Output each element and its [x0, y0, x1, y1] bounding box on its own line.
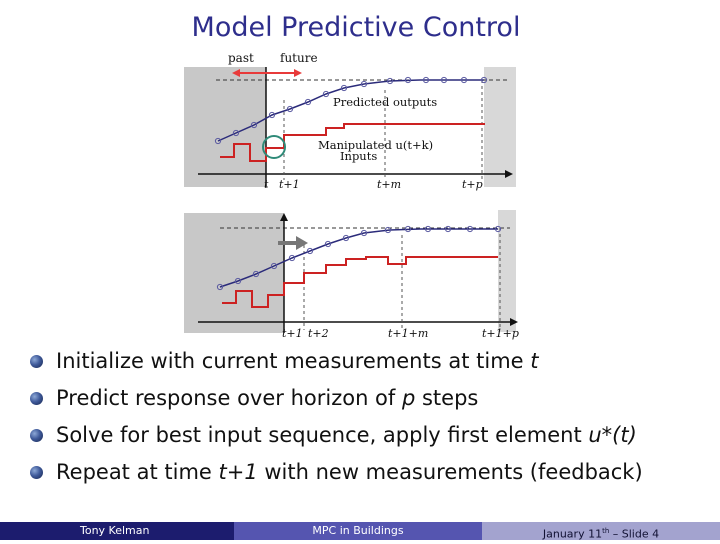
top-panel: past future Predicted outputs Manipulate… [184, 51, 516, 191]
future-arrow-head [294, 69, 302, 77]
bottom-horizon-shade [498, 210, 516, 332]
bottom-panel: t+1 t+2 t+1+m t+1+p [184, 210, 519, 340]
bullet-text-post: with new measurements (feedback) [257, 460, 643, 484]
footer-talk-title: MPC in Buildings [234, 522, 482, 540]
bullet-list: Initialize with current measurements at … [30, 343, 643, 491]
past-arrow-head [232, 69, 240, 77]
bottom-tick-label-tm: t+1+m [388, 327, 428, 340]
predicted-outputs-label: Predicted outputs [333, 95, 437, 109]
bullet-text-post: steps [415, 386, 479, 410]
bullet-emphasis: t [530, 349, 539, 373]
bottom-input-staircase [222, 256, 498, 308]
bullet-emphasis: t+1 [218, 460, 258, 484]
top-output-markers [214, 76, 488, 145]
top-time-axis-arrow [505, 170, 513, 178]
bottom-time-axis-arrow [510, 318, 518, 326]
top-tick-label-t1: t+1 [279, 178, 300, 191]
bullet-dot-icon [30, 355, 43, 368]
footer-date: January 11 [542, 527, 603, 541]
bottom-tick-label-t1: t+1 [282, 327, 303, 340]
shift-arrow-head [296, 236, 308, 250]
bullet-item: Initialize with current measurements at … [30, 343, 643, 380]
bullet-dot-icon [30, 466, 43, 479]
bullet-item: Solve for best input sequence, apply fir… [30, 417, 643, 454]
bullet-text: Predict response over horizon of [56, 386, 402, 410]
bottom-now-line-arrow [280, 213, 288, 221]
first-move-highlight [262, 135, 286, 159]
bullet-item: Predict response over horizon of p steps [30, 380, 643, 417]
manipulated-inputs-label-2: Inputs [340, 149, 377, 163]
footer-date-suffix: th [602, 527, 610, 535]
bottom-past-shade [184, 213, 284, 333]
top-tick-label-t: t [264, 178, 269, 191]
top-tick-label-tp: t+p [462, 178, 483, 191]
past-label: past [228, 51, 254, 65]
manipulated-inputs-label-1: Manipulated u(t+k) [318, 138, 433, 152]
slide-title: Model Predictive Control [191, 12, 521, 43]
bottom-tick-label-t2: t+2 [308, 327, 329, 340]
bullet-text: Solve for best input sequence, apply fir… [56, 423, 589, 447]
mpc-figure: past future Predicted outputs Manipulate… [184, 51, 519, 340]
top-horizon-shade [484, 67, 516, 187]
top-tick-label-tm: t+m [377, 178, 401, 191]
bullet-item: Repeat at time t+1 with new measurements… [30, 454, 643, 491]
bottom-output-curve [219, 228, 498, 288]
footer-slide-number: – Slide 4 [609, 527, 660, 541]
future-label: future [280, 51, 318, 65]
footer-date-slide: January 11th – Slide 4 [482, 522, 720, 541]
bullet-emphasis: p [401, 386, 416, 410]
bullet-text: Repeat at time [56, 460, 219, 484]
slide-footer: Tony Kelman MPC in Buildings January 11t… [0, 522, 720, 541]
top-output-curve [217, 79, 484, 142]
bullet-emphasis: u*(t) [588, 423, 637, 447]
bullet-dot-icon [30, 392, 43, 405]
footer-author: Tony Kelman [0, 522, 234, 540]
bottom-tick-label-tp: t+1+p [482, 327, 519, 340]
top-input-staircase [220, 123, 485, 162]
bullet-dot-icon [30, 429, 43, 442]
bottom-output-markers [216, 225, 502, 291]
bullet-text: Initialize with current measurements at … [56, 349, 531, 373]
top-past-shade [184, 67, 266, 187]
